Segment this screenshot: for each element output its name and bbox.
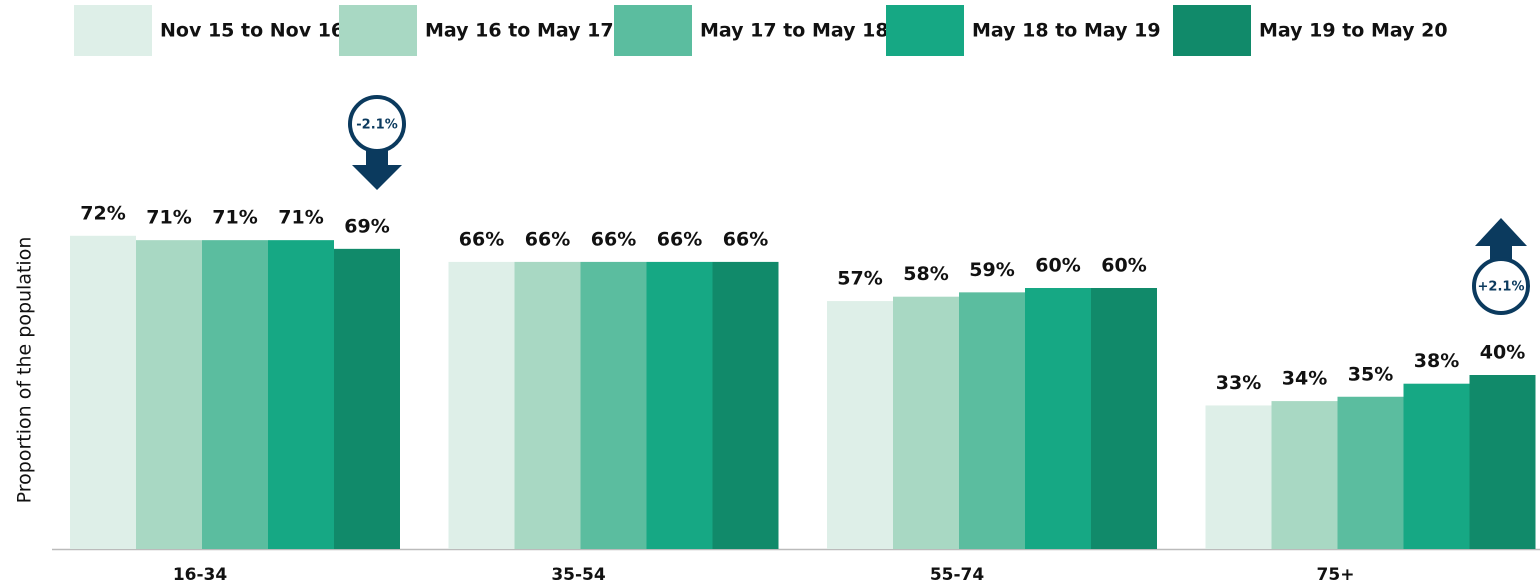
value-label: 66% xyxy=(657,228,702,250)
x-tick-label: 55-74 xyxy=(930,565,985,584)
annotation-text: -2.1% xyxy=(356,118,397,133)
legend-label: May 17 to May 18 xyxy=(700,20,889,42)
annotation-up: +2.1% xyxy=(1472,218,1530,315)
bar xyxy=(1205,405,1272,549)
bar xyxy=(712,261,779,549)
value-label: 40% xyxy=(1480,342,1525,364)
x-tick-label: 75+ xyxy=(1317,565,1355,584)
legend-label: May 16 to May 17 xyxy=(425,20,614,42)
bar xyxy=(893,296,959,549)
annotation-circle xyxy=(1472,257,1530,315)
value-label: 66% xyxy=(591,228,636,250)
bar xyxy=(1403,383,1470,549)
annotation-down: -2.1% xyxy=(348,95,406,190)
value-label: 38% xyxy=(1414,350,1459,372)
value-label: 60% xyxy=(1035,255,1080,277)
bar xyxy=(268,240,334,549)
legend-swatch xyxy=(886,5,964,56)
bar xyxy=(1091,288,1157,549)
legend-label: Nov 15 to Nov 16 xyxy=(160,20,344,42)
value-label: 71% xyxy=(278,207,323,229)
legend-swatch xyxy=(1173,5,1251,56)
value-label: 33% xyxy=(1216,372,1261,394)
annotation-text: +2.1% xyxy=(1478,280,1525,295)
value-label: 71% xyxy=(212,207,257,229)
value-label: 72% xyxy=(80,202,125,224)
value-label: 34% xyxy=(1282,368,1327,390)
bar xyxy=(1337,396,1404,549)
y-axis-label: Proportion of the population xyxy=(14,237,36,504)
value-label: 58% xyxy=(903,263,948,285)
bar xyxy=(334,248,400,549)
bar xyxy=(580,261,647,549)
value-label: 71% xyxy=(146,207,191,229)
bar xyxy=(448,261,515,549)
arrow-down xyxy=(352,150,402,190)
legend-swatch xyxy=(614,5,692,56)
legend-label: May 19 to May 20 xyxy=(1259,20,1448,42)
bar xyxy=(1271,401,1338,549)
bar xyxy=(70,235,136,550)
bar xyxy=(1025,288,1091,549)
legend-label: May 18 to May 19 xyxy=(972,20,1161,42)
bar xyxy=(136,240,202,549)
value-label: 66% xyxy=(525,228,570,250)
arrow-up xyxy=(1475,218,1527,259)
bar xyxy=(514,261,581,549)
bar xyxy=(959,292,1025,549)
bar xyxy=(827,301,893,549)
value-label: 66% xyxy=(459,228,504,250)
value-label: 59% xyxy=(969,259,1014,281)
value-label: 69% xyxy=(344,215,389,237)
legend-swatch xyxy=(74,5,152,56)
legend-swatch xyxy=(339,5,417,56)
bar xyxy=(646,261,713,549)
value-label: 66% xyxy=(723,228,768,250)
x-tick-label: 16-34 xyxy=(173,565,228,584)
value-label: 57% xyxy=(837,268,882,290)
value-label: 60% xyxy=(1101,255,1146,277)
x-tick-label: 35-54 xyxy=(551,565,606,584)
bar xyxy=(1469,375,1536,549)
bar xyxy=(202,240,268,549)
value-label: 35% xyxy=(1348,363,1393,385)
